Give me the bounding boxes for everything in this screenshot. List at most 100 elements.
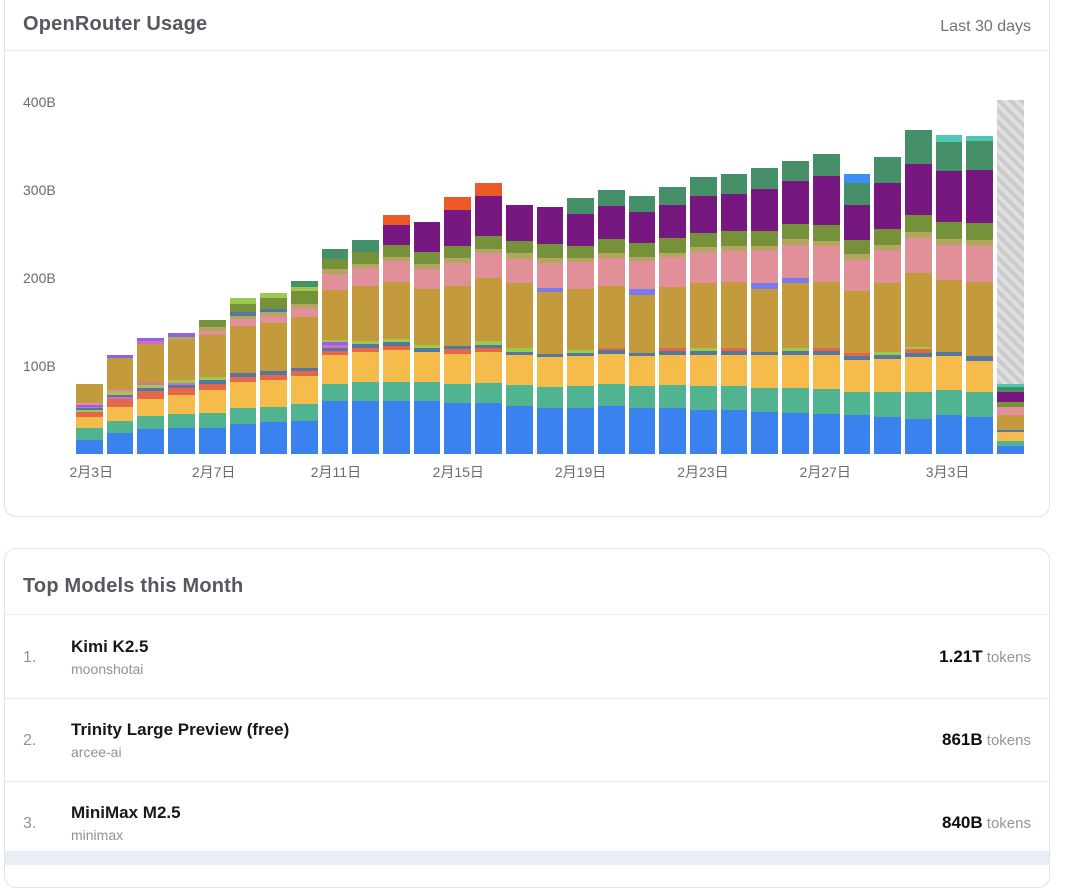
model-provider: arcee-ai xyxy=(71,744,122,760)
bar-segment-orangered xyxy=(76,411,103,418)
bar-segment-seafoam xyxy=(352,381,380,402)
bar-segment-steelblue xyxy=(413,348,441,352)
usage-bar[interactable] xyxy=(475,183,502,454)
bar-segment-steelblue xyxy=(352,344,380,348)
bar-segment-steelblue xyxy=(229,373,257,377)
bar-segment-khaki xyxy=(444,257,472,264)
bar-segment-blue xyxy=(659,408,687,454)
model-row[interactable]: 1. Kimi K2.5 moonshotai 1.21T tokens xyxy=(5,615,1049,698)
x-tick-label: 2月15日 xyxy=(432,464,484,480)
usage-bar[interactable] xyxy=(505,205,533,454)
bar-segment-pink xyxy=(874,249,901,284)
bar-segment-pink xyxy=(76,403,103,405)
model-row[interactable]: 2. Trinity Large Preview (free) arcee-ai… xyxy=(5,698,1049,781)
bar-segment-blue xyxy=(198,427,226,454)
bar-segment-pink xyxy=(966,245,994,283)
usage-bar-partial-day[interactable] xyxy=(997,100,1024,454)
bar-segment-steelblue xyxy=(567,352,594,357)
bar-segment-olive xyxy=(383,244,410,257)
usage-bar[interactable] xyxy=(782,161,809,454)
usage-bar[interactable] xyxy=(904,130,932,454)
usage-bar[interactable] xyxy=(597,190,625,454)
bar-segment-amber xyxy=(505,355,533,386)
usage-bar[interactable] xyxy=(628,196,656,454)
model-row[interactable]: 3. MiniMax M2.5 minimax 840B tokens xyxy=(5,781,1049,864)
bar-segment-seafoam xyxy=(505,385,533,407)
bar-segment-olive xyxy=(352,251,380,264)
bar-segment-orangered xyxy=(352,347,380,352)
usage-bar[interactable] xyxy=(690,176,717,454)
usage-bar[interactable] xyxy=(198,320,226,454)
bar-segment-yellowgreen xyxy=(198,377,226,381)
usage-bar[interactable] xyxy=(413,221,441,454)
next-row-highlight xyxy=(5,851,1049,865)
bar-segment-steelblue xyxy=(812,351,840,356)
model-token-count: 861B tokens xyxy=(942,730,1031,750)
usage-bar[interactable] xyxy=(567,198,594,454)
usage-bar[interactable] xyxy=(536,206,564,454)
bar-segment-blue xyxy=(505,406,533,454)
bar-segment-pink xyxy=(413,269,441,289)
bar-segment-steelblue xyxy=(383,342,410,346)
model-name[interactable]: Kimi K2.5 xyxy=(71,636,149,656)
bar-segment-seagreen xyxy=(843,183,871,206)
usage-bar[interactable] xyxy=(843,174,871,454)
bar-segment-khaki xyxy=(904,232,932,238)
bar-segment-gold xyxy=(997,415,1024,431)
usage-bar[interactable] xyxy=(874,156,901,454)
bar-segment-orangered xyxy=(383,345,410,351)
usage-bar[interactable] xyxy=(321,249,349,454)
bar-segment-steelblue xyxy=(475,344,502,349)
bar-segment-seafoam xyxy=(843,391,871,416)
usage-bar[interactable] xyxy=(106,354,134,454)
bar-segment-pink xyxy=(260,315,287,323)
bar-segment-orangered xyxy=(168,388,195,396)
bar-segment-seafoam xyxy=(413,381,441,402)
model-rank: 2. xyxy=(23,732,37,749)
bar-segment-violet xyxy=(321,342,349,345)
token-suffix: tokens xyxy=(986,815,1031,832)
bar-segment-blue xyxy=(782,412,809,454)
usage-bar[interactable] xyxy=(76,383,103,454)
bar-segment-amber xyxy=(106,406,134,421)
usage-bar[interactable] xyxy=(720,174,748,454)
bar-segment-yellowgreen xyxy=(106,392,134,396)
bar-segment-khaki xyxy=(751,245,779,250)
bar-segment-amber xyxy=(198,389,226,413)
usage-bar[interactable] xyxy=(168,332,195,454)
bar-segment-gold xyxy=(812,281,840,349)
usage-bar[interactable] xyxy=(751,168,779,454)
bar-segment-seagreen xyxy=(935,141,963,171)
bar-segment-amber xyxy=(475,351,502,383)
token-suffix: tokens xyxy=(986,648,1031,666)
usage-bar[interactable] xyxy=(137,337,165,454)
bar-segment-purple xyxy=(812,176,840,226)
bar-segment-orangered xyxy=(198,383,226,390)
usage-bar[interactable] xyxy=(444,197,472,454)
usage-bar[interactable] xyxy=(659,187,687,454)
bar-segment-amber xyxy=(260,380,287,407)
x-tick-label: 2月3日 xyxy=(69,464,114,480)
usage-bar[interactable] xyxy=(229,298,257,454)
bar-segment-steelblue xyxy=(198,380,226,384)
usage-bar[interactable] xyxy=(383,214,410,454)
bar-segment-purple xyxy=(536,206,564,244)
usage-bar[interactable] xyxy=(966,135,994,454)
bar-segment-olive xyxy=(904,214,932,233)
usage-bar[interactable] xyxy=(290,280,318,454)
usage-bar[interactable] xyxy=(352,240,380,454)
usage-bar[interactable] xyxy=(935,134,963,454)
usage-bar[interactable] xyxy=(812,154,840,454)
bar-segment-seafoam xyxy=(659,385,687,409)
usage-bar[interactable] xyxy=(260,293,287,454)
bar-segment-seagreen xyxy=(904,130,932,164)
bar-segment-pink xyxy=(106,389,134,393)
model-name[interactable]: MiniMax M2.5 xyxy=(71,803,181,822)
bar-segment-orange xyxy=(383,214,410,226)
bar-segment-gold xyxy=(444,285,472,346)
bar-segment-gold xyxy=(751,288,779,352)
model-name[interactable]: Trinity Large Preview (free) xyxy=(71,720,290,739)
bar-segment-khaki xyxy=(874,244,901,250)
bar-segment-olive xyxy=(843,240,871,255)
bar-segment-amber xyxy=(843,359,871,392)
